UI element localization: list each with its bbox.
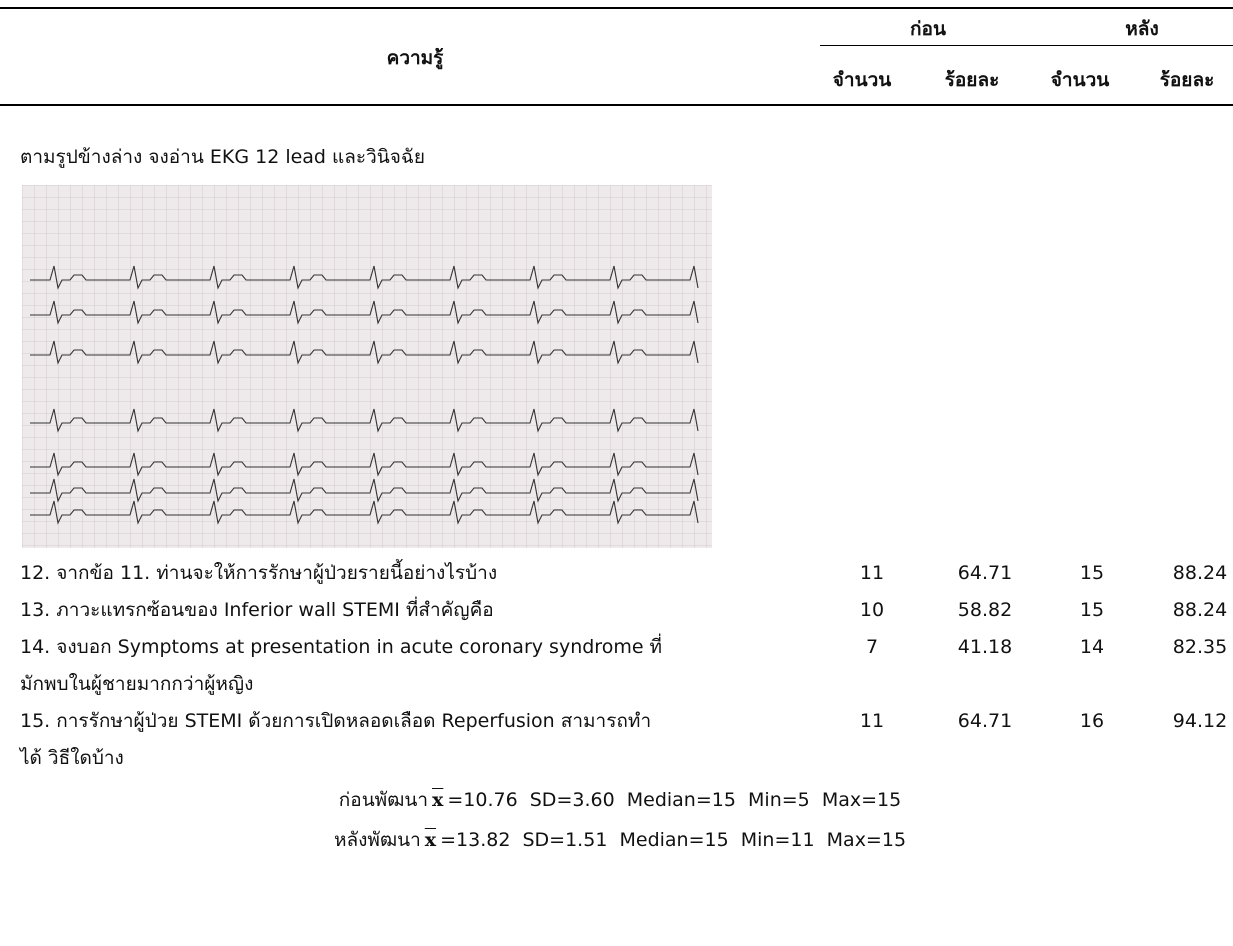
question-text: 12. จากข้อ 11. ท่านจะให้การรักษาผู้ป่วยร… — [20, 561, 497, 585]
cell-value: 94.12 — [1173, 709, 1227, 733]
column-header: จำนวน — [833, 68, 891, 92]
cell-value: 41.18 — [958, 635, 1012, 659]
column-header: ร้อยละ — [945, 68, 1000, 92]
cell-value: 82.35 — [1173, 635, 1227, 659]
topic-header: ความรู้ — [387, 46, 444, 70]
summary-part: หลังพัฒนา — [334, 829, 421, 851]
column-header: ร้อยละ — [1160, 68, 1215, 92]
question-text: 14. จงบอก Symptoms at presentation in ac… — [20, 635, 662, 659]
cell-value: 15 — [1080, 598, 1104, 622]
cell-value: 11 — [860, 709, 884, 733]
cell-value: 10 — [860, 598, 884, 622]
question-text: 15. การรักษาผู้ป่วย STEMI ด้วยการเปิดหลอ… — [20, 709, 651, 733]
summary-part: x — [432, 789, 443, 811]
summary-part: ก่อนพัฒนา — [339, 789, 428, 811]
cell-value: 88.24 — [1173, 561, 1227, 585]
summary-part: x — [425, 829, 436, 851]
cell-value: 64.71 — [958, 709, 1012, 733]
before-header: ก่อน — [910, 17, 946, 41]
intro-text: ตามรูปข้างล่าง จงอ่าน EKG 12 lead และวิน… — [20, 145, 425, 169]
question-text: มักพบในผู้ชายมากกว่าผู้หญิง — [20, 672, 253, 696]
summary-part: =13.82 SD=1.51 Median=15 Min=11 Max=15 — [440, 829, 906, 851]
after-header: หลัง — [1125, 17, 1158, 41]
cell-value: 11 — [860, 561, 884, 585]
summary-part: =10.76 SD=3.60 Median=15 Min=5 Max=15 — [447, 789, 901, 811]
document-page: {"header":{"topic":"ความรู้","before":"ก… — [0, 0, 1233, 946]
cell-value: 64.71 — [958, 561, 1012, 585]
cell-value: 16 — [1080, 709, 1104, 733]
cell-value: 88.24 — [1173, 598, 1227, 622]
top-rule — [0, 7, 1233, 9]
group-rule — [820, 45, 1233, 46]
question-text: ได้ วิธีใดบ้าง — [20, 746, 124, 770]
cell-value: 14 — [1080, 635, 1104, 659]
cell-value: 15 — [1080, 561, 1104, 585]
cell-value: 7 — [866, 635, 878, 659]
column-header: จำนวน — [1051, 68, 1109, 92]
cell-value: 58.82 — [958, 598, 1012, 622]
bottom-rule — [0, 104, 1233, 106]
ekg-image — [22, 185, 712, 548]
question-text: 13. ภาวะแทรกซ้อนของ Inferior wall STEMI … — [20, 598, 494, 622]
